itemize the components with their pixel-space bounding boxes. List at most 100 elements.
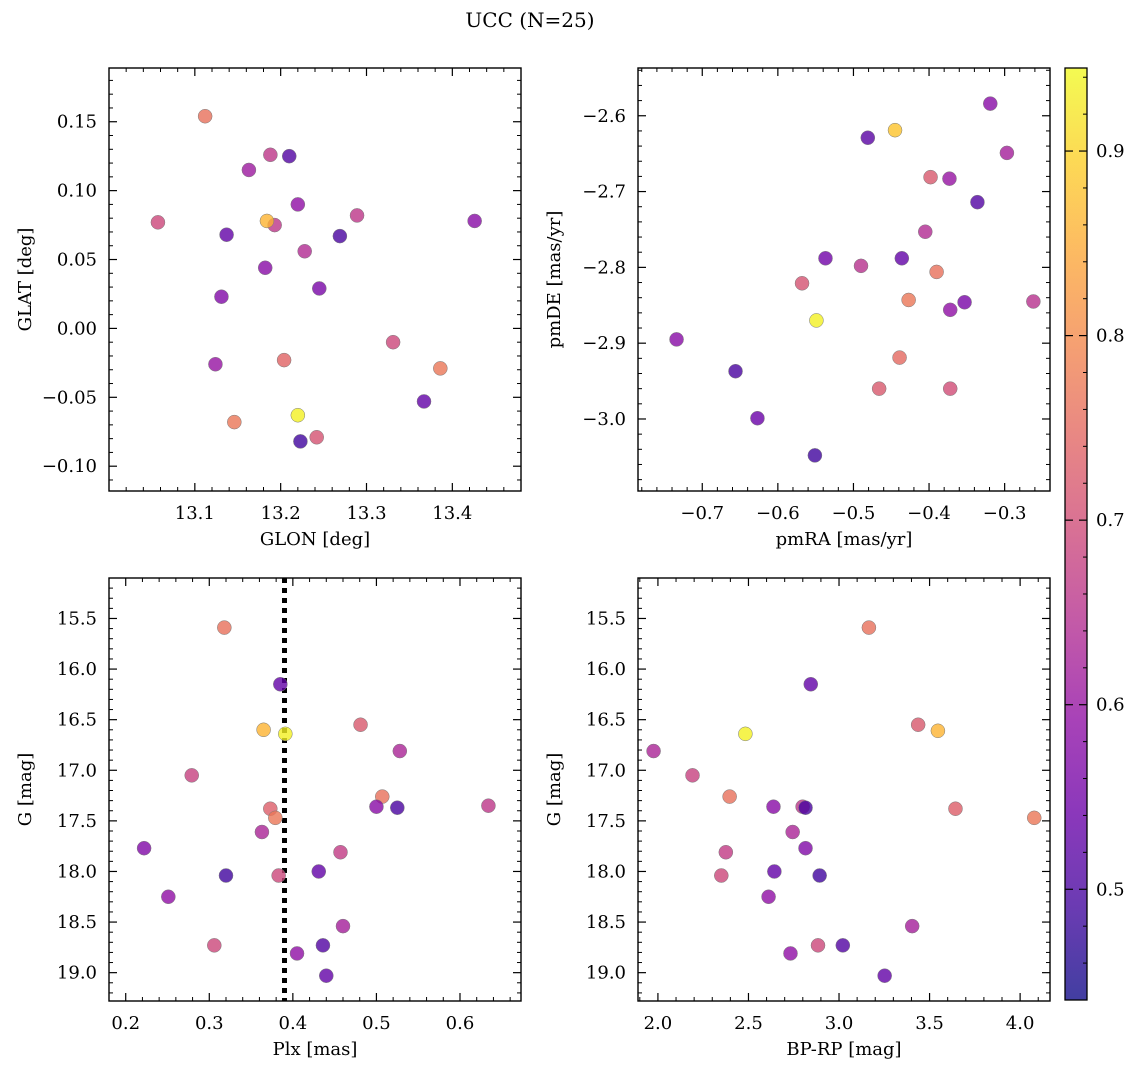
scatter-panels: 13.1 13.2 13.3 13.4 −0.10 −0.05 0.00 0.05 0.10 0.… <box>15 67 1051 1060</box>
y-tick-label: 15.5 <box>586 608 626 629</box>
data-point <box>273 677 288 692</box>
data-point <box>271 868 286 883</box>
data-point <box>818 251 833 266</box>
data-point <box>332 228 348 244</box>
x-axis-label: GLON [deg] <box>260 529 370 550</box>
data-point <box>728 363 743 379</box>
data-point <box>214 289 229 304</box>
y-tick-label: −2.9 <box>582 333 626 354</box>
data-point <box>942 381 958 396</box>
data-point <box>385 334 401 350</box>
x-tick-label: −0.4 <box>907 503 951 524</box>
data-point <box>887 122 903 138</box>
data-point <box>349 208 365 223</box>
data-point <box>766 799 781 814</box>
y-tick-label: −2.7 <box>582 182 626 203</box>
data-point <box>278 726 293 742</box>
data-point <box>685 768 700 783</box>
x-tick-label: 4.0 <box>1006 1013 1035 1034</box>
y-tick-label: 17.0 <box>586 760 626 781</box>
y-tick-label: 19.0 <box>586 963 626 984</box>
y-tick-label: 16.0 <box>586 659 626 680</box>
colorbar-tick-label: 0.7 <box>1096 510 1125 531</box>
data-point <box>315 938 331 953</box>
data-point <box>219 227 234 242</box>
data-point <box>894 251 910 266</box>
y-tick-label: 19.0 <box>57 963 97 984</box>
data-point <box>289 946 305 961</box>
data-point <box>184 768 199 783</box>
data-point <box>750 410 765 426</box>
data-point <box>810 938 826 953</box>
data-point <box>767 864 782 879</box>
y-tick-label: 15.5 <box>57 608 97 629</box>
x-tick-label: 0.4 <box>279 1013 308 1034</box>
data-point <box>467 213 482 229</box>
data-point <box>335 918 351 934</box>
data-point <box>309 430 324 445</box>
data-point <box>983 96 998 111</box>
data-point <box>860 130 876 145</box>
data-points <box>150 108 482 449</box>
data-point <box>241 162 257 178</box>
x-tick-label: −0.7 <box>680 503 724 524</box>
data-point <box>481 798 496 813</box>
data-point <box>1026 810 1042 826</box>
data-point <box>794 276 810 291</box>
data-point <box>161 889 176 905</box>
data-points <box>646 620 1042 983</box>
colorbar-tick-label: 0.9 <box>1096 141 1125 162</box>
data-point <box>861 620 877 635</box>
y-tick-label: 16.5 <box>57 710 97 731</box>
x-tick-label: 13.2 <box>261 503 301 524</box>
data-point <box>929 264 944 280</box>
data-point <box>293 434 308 449</box>
data-point <box>957 294 972 310</box>
panel-bprp-g: 2.0 2.5 3.0 3.5 4.0 15.5 16.0 16.5 17.0 17.5 18.0 1… <box>544 577 1051 1060</box>
x-tick-label: 3.0 <box>825 1013 854 1034</box>
data-point <box>718 844 734 860</box>
data-point <box>197 108 213 124</box>
data-point <box>669 332 684 347</box>
data-point <box>319 968 334 983</box>
data-point <box>871 381 887 396</box>
x-tick-label: −0.3 <box>983 503 1027 524</box>
data-point <box>901 292 916 308</box>
data-points <box>669 96 1041 463</box>
y-tick-label: −3.0 <box>582 409 626 430</box>
data-point <box>150 215 166 230</box>
y-tick-label: 0.00 <box>57 318 97 339</box>
y-tick-label: 17.0 <box>57 760 97 781</box>
x-tick-label: −0.5 <box>832 503 876 524</box>
data-point <box>433 361 448 376</box>
x-axis-label: pmRA [mas/yr] <box>776 529 913 550</box>
data-point <box>276 352 292 368</box>
data-point <box>353 717 368 732</box>
data-point <box>256 722 271 738</box>
data-point <box>646 743 661 759</box>
data-point <box>392 743 408 759</box>
panel-glon-glat: 13.1 13.2 13.3 13.4 −0.10 −0.05 0.00 0.05 0.10 0.… <box>15 67 522 550</box>
x-tick-label: 13.4 <box>432 503 472 524</box>
y-tick-label: 17.5 <box>586 811 626 832</box>
x-tick-label: 3.5 <box>915 1013 944 1034</box>
data-point <box>923 169 938 185</box>
data-point <box>785 824 800 840</box>
x-tick-label: 0.2 <box>111 1013 140 1034</box>
data-point <box>282 148 297 164</box>
data-point <box>738 726 753 742</box>
data-point <box>809 313 824 328</box>
y-tick-label: 18.5 <box>586 912 626 933</box>
data-point <box>136 840 152 856</box>
data-point <box>297 244 312 259</box>
y-tick-label: 18.0 <box>586 861 626 882</box>
y-tick-label: 18.5 <box>57 912 97 933</box>
data-point <box>812 868 827 883</box>
data-point <box>798 840 813 856</box>
data-point <box>208 356 223 372</box>
colorbar-frame <box>1064 67 1088 1001</box>
y-tick-label: −2.6 <box>582 106 626 127</box>
plot-frame <box>637 67 1051 492</box>
data-point <box>416 394 432 409</box>
